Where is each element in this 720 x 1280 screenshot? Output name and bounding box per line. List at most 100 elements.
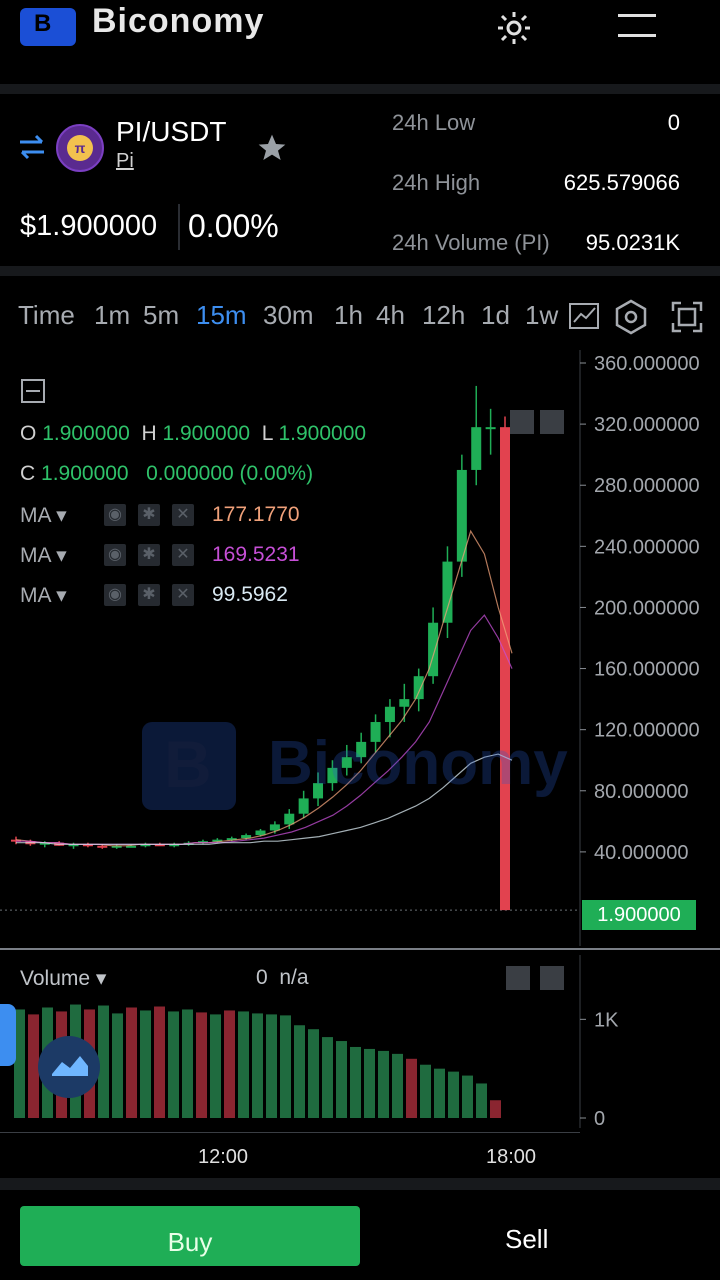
candle-body — [39, 842, 50, 845]
ma1-gear-icon[interactable]: ✱ — [138, 504, 160, 526]
divider — [0, 1178, 720, 1190]
price-tick-label: 240.000000 — [594, 536, 700, 558]
candle-body — [399, 699, 410, 707]
divider — [0, 266, 720, 276]
ma1-value: 177.1770 — [212, 503, 300, 526]
volume-bar — [98, 1005, 109, 1118]
candle-body — [456, 469, 467, 562]
volume-bar — [168, 1011, 179, 1118]
price-tick-label: 40.000000 — [594, 842, 689, 864]
price-change: 0.00% — [188, 208, 279, 244]
ma3-eye-icon[interactable]: ◉ — [104, 584, 126, 606]
last-price: $1.900000 — [20, 210, 158, 242]
ma2-value: 169.5231 — [212, 543, 300, 566]
favorite-star-icon[interactable] — [256, 132, 288, 164]
ma-row-2[interactable]: MA ▾ — [20, 544, 67, 567]
timeframe-30m[interactable]: 30m — [263, 300, 314, 330]
candle-body — [140, 844, 151, 847]
candle-body — [428, 622, 439, 677]
collapse-legend-icon[interactable] — [20, 378, 46, 404]
timeframe-1m[interactable]: 1m — [94, 300, 131, 330]
timeframe-1d[interactable]: 1d — [481, 300, 510, 330]
ma-row-3[interactable]: MA ▾ — [20, 584, 67, 607]
volume-bar — [224, 1010, 235, 1118]
settings-hex-icon[interactable] — [612, 298, 650, 336]
timeframe-15m[interactable]: 15m — [196, 300, 247, 330]
volume-arrow-down-icon[interactable] — [540, 966, 564, 990]
volume-chart[interactable]: 1K 0 — [0, 952, 720, 1132]
low-value: 1.900000 — [278, 422, 367, 445]
ma2-gear-icon[interactable]: ✱ — [138, 544, 160, 566]
fullscreen-icon[interactable] — [670, 300, 704, 334]
volume-bar — [462, 1075, 473, 1118]
ma3-close-icon[interactable]: ✕ — [172, 584, 194, 606]
volume-legend[interactable]: Volume ▾ — [20, 967, 107, 990]
volume-current: 0 — [256, 966, 268, 989]
candle-body — [413, 676, 424, 700]
ma1-close-icon[interactable]: ✕ — [172, 504, 194, 526]
candle-body — [341, 757, 352, 768]
candlestick-chart[interactable]: 360.000000 320.000000 280.000000 240.000000… — [0, 346, 720, 950]
high-value: 625.579066 — [563, 170, 680, 195]
trading-pair[interactable]: PI/USDT — [116, 116, 227, 147]
panel-divider[interactable] — [0, 948, 720, 950]
logo-icon[interactable]: B — [20, 8, 76, 46]
sun-icon[interactable] — [496, 10, 532, 46]
indicator-chart-icon[interactable] — [568, 300, 602, 334]
side-drawer-handle[interactable] — [0, 1004, 16, 1066]
timeframe-time[interactable]: Time — [18, 300, 75, 330]
arrow-down-icon[interactable] — [540, 410, 564, 434]
timeframe-1w[interactable]: 1w — [525, 300, 559, 330]
volume-bar — [406, 1058, 417, 1118]
ma1-eye-icon[interactable]: ◉ — [104, 504, 126, 526]
ma3-gear-icon[interactable]: ✱ — [138, 584, 160, 606]
ma2-eye-icon[interactable]: ◉ — [104, 544, 126, 566]
volume-bar — [476, 1083, 487, 1118]
coin-name-link[interactable]: Pi — [116, 150, 134, 172]
low-label: 24h Low — [392, 110, 476, 135]
volume-bar — [210, 1014, 221, 1118]
time-axis-line — [0, 1132, 580, 1133]
ma-label: MA — [20, 504, 51, 527]
volume-arrow-up-icon[interactable] — [506, 966, 530, 990]
divider — [178, 204, 180, 250]
watermark-logo-icon: B — [142, 722, 236, 810]
volume-bar — [336, 1041, 347, 1118]
ma2-close-icon[interactable]: ✕ — [172, 544, 194, 566]
volume-bar — [182, 1009, 193, 1118]
candle-body — [500, 427, 510, 911]
ma3-value: 99.5962 — [212, 583, 288, 606]
volume-panel-label: Volume — [20, 967, 91, 990]
arrow-up-icon[interactable] — [510, 410, 534, 434]
candle-body — [212, 839, 223, 842]
timeframe-1h[interactable]: 1h — [334, 300, 363, 330]
hamburger-menu-icon[interactable] — [618, 10, 658, 42]
candle-body — [284, 813, 295, 825]
volume-bar — [140, 1010, 151, 1118]
timeframe-5m[interactable]: 5m — [143, 300, 180, 330]
price-tick-label: 80.000000 — [594, 781, 689, 803]
volume-bar — [238, 1011, 249, 1118]
high-label: H — [141, 422, 157, 445]
chart-type-icon[interactable] — [38, 1036, 100, 1098]
price-tick-label: 160.000000 — [594, 659, 700, 681]
volume-bar — [126, 1007, 137, 1118]
time-tick-1200: 12:00 — [198, 1146, 249, 1168]
close-label: C — [20, 462, 36, 485]
sell-button[interactable]: Sell — [505, 1224, 549, 1254]
timeframe-12h[interactable]: 12h — [422, 300, 466, 330]
low-value: 0 — [667, 110, 680, 135]
ma-label: MA — [20, 584, 51, 607]
volume-bar — [14, 1009, 25, 1118]
volume-bar — [280, 1015, 291, 1118]
logo-letter: B — [34, 10, 52, 37]
candle-body — [356, 741, 367, 758]
timeframe-4h[interactable]: 4h — [376, 300, 405, 330]
change-value: 0.000000 (0.00%) — [146, 462, 314, 485]
ma3-line — [16, 753, 513, 845]
app-header: B Biconomy — [0, 0, 720, 84]
swap-pair-icon[interactable] — [18, 134, 46, 160]
buy-button[interactable]: Buy — [20, 1206, 360, 1266]
ma-row-1[interactable]: MA ▾ — [20, 504, 67, 527]
candle-body — [111, 845, 122, 848]
